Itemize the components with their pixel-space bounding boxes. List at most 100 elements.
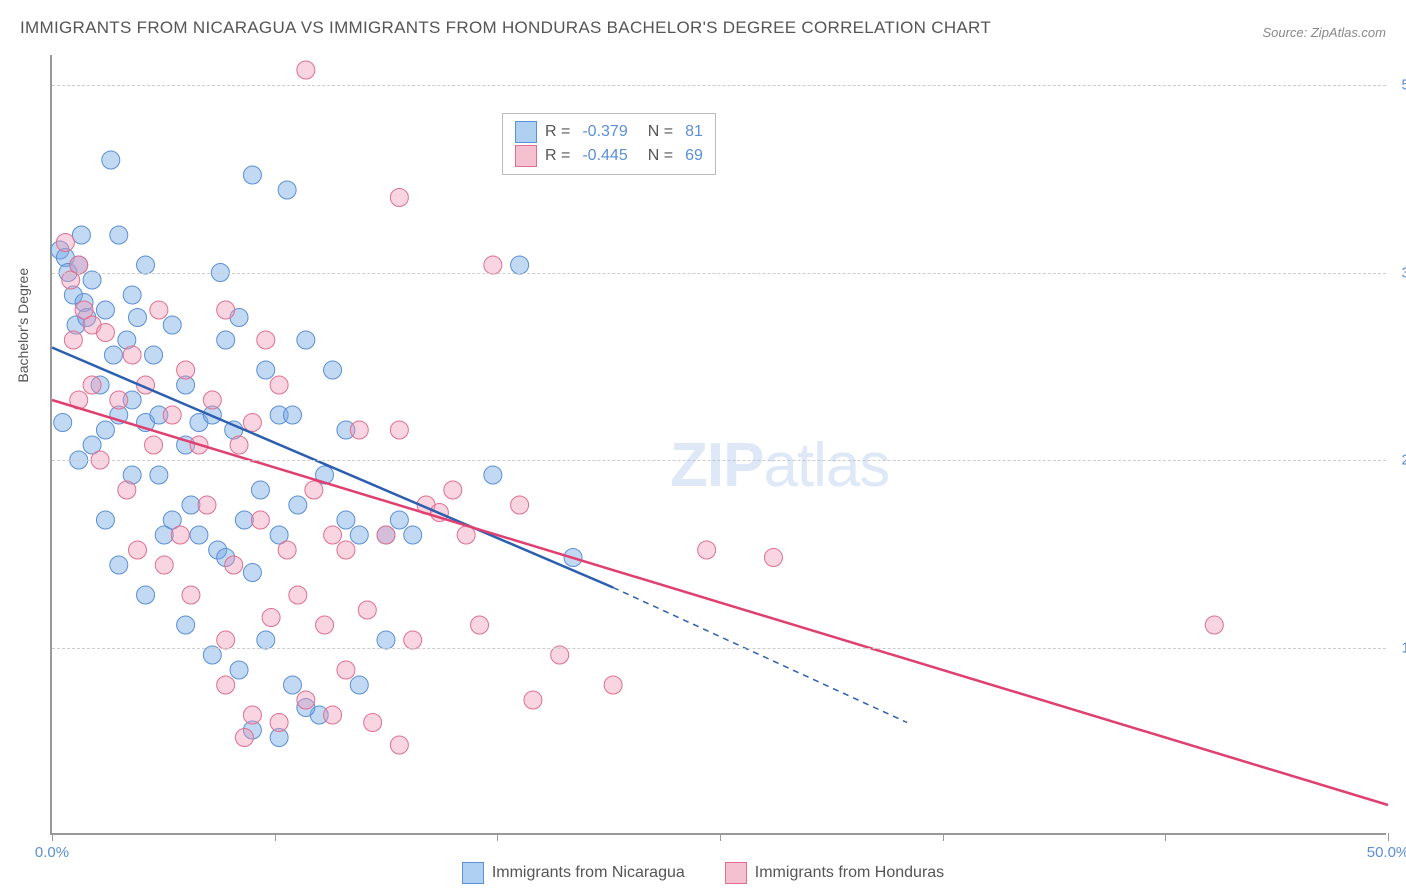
x-tick-label: 50.0%	[1367, 844, 1406, 861]
data-point	[118, 481, 136, 499]
data-point	[289, 496, 307, 514]
legend-swatch	[725, 862, 747, 884]
legend-n-label: N =	[648, 144, 673, 168]
y-tick-label: 37.5%	[1394, 264, 1406, 281]
data-point	[243, 706, 261, 724]
data-point	[182, 496, 200, 514]
data-point	[155, 556, 173, 574]
data-point	[102, 151, 120, 169]
scatter-chart: R =-0.379N =81R =-0.445N =69 12.5%25.0%3…	[50, 55, 1386, 835]
legend-r-value: -0.379	[582, 120, 627, 144]
data-point	[230, 436, 248, 454]
data-point	[110, 391, 128, 409]
x-tick	[275, 833, 276, 841]
data-point	[404, 526, 422, 544]
source-attribution: Source: ZipAtlas.com	[1262, 25, 1386, 40]
data-point	[404, 631, 422, 649]
data-point	[190, 526, 208, 544]
series-legend-item: Immigrants from Nicaragua	[462, 862, 685, 884]
x-tick-label: 0.0%	[35, 844, 69, 861]
data-point	[235, 729, 253, 747]
data-point	[217, 301, 235, 319]
data-point	[297, 331, 315, 349]
data-point	[129, 541, 147, 559]
legend-swatch	[515, 121, 537, 143]
data-point	[350, 526, 368, 544]
legend-swatch	[515, 145, 537, 167]
series-name: Immigrants from Nicaragua	[492, 864, 685, 882]
data-point	[604, 676, 622, 694]
data-point	[243, 414, 261, 432]
data-point	[524, 691, 542, 709]
x-tick	[943, 833, 944, 841]
data-point	[217, 331, 235, 349]
data-point	[324, 526, 342, 544]
gridline	[52, 85, 1386, 86]
data-point	[145, 436, 163, 454]
data-point	[305, 481, 323, 499]
data-point	[54, 414, 72, 432]
x-tick	[720, 833, 721, 841]
data-point	[764, 549, 782, 567]
series-name: Immigrants from Honduras	[755, 864, 944, 882]
data-point	[177, 361, 195, 379]
data-point	[217, 631, 235, 649]
data-point	[123, 346, 141, 364]
gridline	[52, 273, 1386, 274]
data-point	[150, 466, 168, 484]
data-point	[217, 676, 235, 694]
data-point	[698, 541, 716, 559]
data-point	[70, 256, 88, 274]
data-point	[198, 496, 216, 514]
data-point	[324, 706, 342, 724]
data-point	[145, 346, 163, 364]
data-point	[337, 511, 355, 529]
data-point	[283, 676, 301, 694]
data-point	[203, 646, 221, 664]
data-point	[243, 166, 261, 184]
data-point	[230, 661, 248, 679]
data-point	[270, 376, 288, 394]
data-point	[444, 481, 462, 499]
data-point	[257, 361, 275, 379]
data-point	[511, 256, 529, 274]
legend-r-value: -0.445	[582, 144, 627, 168]
data-point	[390, 421, 408, 439]
legend-row: R =-0.379N =81	[515, 120, 703, 144]
data-point	[56, 234, 74, 252]
data-point	[278, 181, 296, 199]
data-point	[83, 271, 101, 289]
trend-line-extrapolated	[613, 588, 907, 723]
data-point	[484, 466, 502, 484]
data-point	[163, 316, 181, 334]
data-point	[171, 526, 189, 544]
data-point	[364, 714, 382, 732]
data-point	[235, 511, 253, 529]
source-prefix: Source:	[1262, 25, 1310, 40]
data-point	[177, 616, 195, 634]
data-point	[390, 511, 408, 529]
data-point	[350, 421, 368, 439]
data-point	[350, 676, 368, 694]
data-point	[257, 631, 275, 649]
data-point	[96, 324, 114, 342]
data-point	[96, 511, 114, 529]
correlation-legend: R =-0.379N =81R =-0.445N =69	[502, 113, 716, 175]
data-point	[337, 541, 355, 559]
data-point	[123, 286, 141, 304]
data-point	[64, 331, 82, 349]
data-point	[225, 556, 243, 574]
plot-svg	[52, 55, 1386, 833]
data-point	[83, 376, 101, 394]
data-point	[511, 496, 529, 514]
legend-swatch	[462, 862, 484, 884]
x-tick	[1165, 833, 1166, 841]
data-point	[96, 421, 114, 439]
data-point	[72, 226, 90, 244]
data-point	[257, 331, 275, 349]
data-point	[551, 646, 569, 664]
data-point	[203, 391, 221, 409]
data-point	[110, 226, 128, 244]
data-point	[283, 406, 301, 424]
data-point	[358, 601, 376, 619]
